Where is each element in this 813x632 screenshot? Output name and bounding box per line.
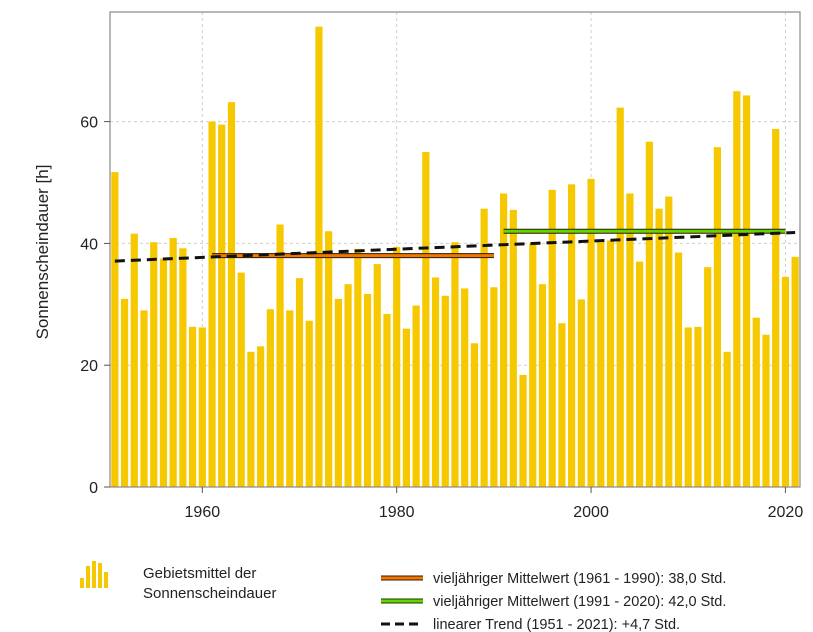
legend-mean2-label: vieljähriger Mittelwert (1991 - 2020): 4… [433, 594, 726, 610]
bar [461, 288, 469, 487]
x-tick-label: 2000 [573, 504, 609, 521]
y-axis-ticks: 0 20 40 60 [80, 115, 110, 497]
bar [237, 272, 245, 487]
bar [451, 242, 459, 487]
legend: Gebietsmittel der Sonnenscheindauer viel… [80, 561, 726, 632]
bar [772, 128, 780, 488]
bar [636, 261, 644, 487]
trend-line [114, 230, 796, 263]
bar [529, 243, 537, 487]
mean-and-trend-lines [114, 228, 796, 263]
x-tick-label: 1980 [379, 504, 415, 521]
bar [519, 374, 527, 487]
bar [227, 102, 236, 487]
bar [558, 323, 566, 487]
bar [266, 309, 274, 487]
bar [665, 196, 673, 487]
bar [587, 178, 595, 488]
bar [393, 247, 401, 487]
bar [305, 320, 313, 487]
bar [431, 277, 440, 487]
bar [568, 184, 576, 487]
bar [655, 208, 663, 487]
bar [674, 252, 683, 487]
bar [354, 248, 362, 487]
bar [140, 310, 148, 487]
x-tick-label: 1960 [185, 504, 221, 521]
bar [295, 278, 304, 487]
bar [723, 351, 731, 487]
bar [548, 189, 556, 487]
bar [286, 310, 294, 487]
bar [150, 242, 158, 487]
bar [363, 293, 372, 487]
bar [500, 193, 508, 487]
bar [334, 298, 342, 487]
bar [325, 231, 333, 487]
bar [733, 91, 741, 488]
bar [752, 317, 760, 487]
bar [684, 327, 692, 487]
bar [189, 326, 197, 487]
bar [383, 314, 391, 487]
bar [713, 147, 721, 487]
y-tick-label: 60 [80, 115, 98, 132]
bar [208, 121, 216, 488]
y-axis-label: Sonnenscheindauer [h] [33, 165, 52, 340]
bar [509, 209, 517, 488]
bar [247, 351, 255, 487]
bar [402, 328, 410, 487]
legend-mean1-label: vieljähriger Mittelwert (1961 - 1990): 3… [433, 571, 726, 587]
bar [441, 295, 449, 487]
bar [179, 248, 187, 487]
bar [577, 299, 585, 487]
bar [538, 284, 547, 487]
bar [422, 152, 430, 487]
legend-bars-label-line1: Gebietsmittel der [143, 565, 256, 582]
bar [762, 334, 770, 487]
bar [616, 107, 624, 488]
bar [626, 193, 634, 487]
bar [480, 208, 488, 487]
x-axis-ticks: 1960 1980 2000 2020 [185, 487, 804, 521]
bar [159, 258, 168, 487]
bar [120, 298, 129, 487]
bar [742, 95, 751, 488]
bar [276, 224, 284, 487]
bar [597, 242, 605, 487]
bar [781, 276, 790, 487]
bar [344, 284, 352, 487]
bar [645, 141, 653, 487]
bar [412, 305, 420, 487]
legend-trend-label: linearer Trend (1951 - 2021): +4,7 Std. [433, 617, 680, 632]
bar [218, 124, 226, 487]
bar [111, 172, 119, 487]
bar [130, 233, 138, 487]
bar [470, 343, 479, 487]
legend-bars-icon [80, 561, 108, 588]
x-tick-label: 2020 [768, 504, 804, 521]
y-tick-label: 20 [80, 358, 98, 375]
bar [704, 267, 712, 487]
y-tick-label: 40 [80, 236, 98, 253]
bar [257, 346, 265, 487]
bar [694, 326, 702, 487]
bar [606, 240, 615, 487]
bar [169, 237, 177, 487]
y-tick-label: 0 [89, 480, 98, 497]
bar [373, 264, 381, 487]
legend-bars-label-line2: Sonnenscheindauer [143, 585, 276, 602]
plot-frame [109, 11, 801, 488]
bar [791, 256, 799, 487]
bar [198, 327, 206, 487]
bar [490, 287, 498, 487]
